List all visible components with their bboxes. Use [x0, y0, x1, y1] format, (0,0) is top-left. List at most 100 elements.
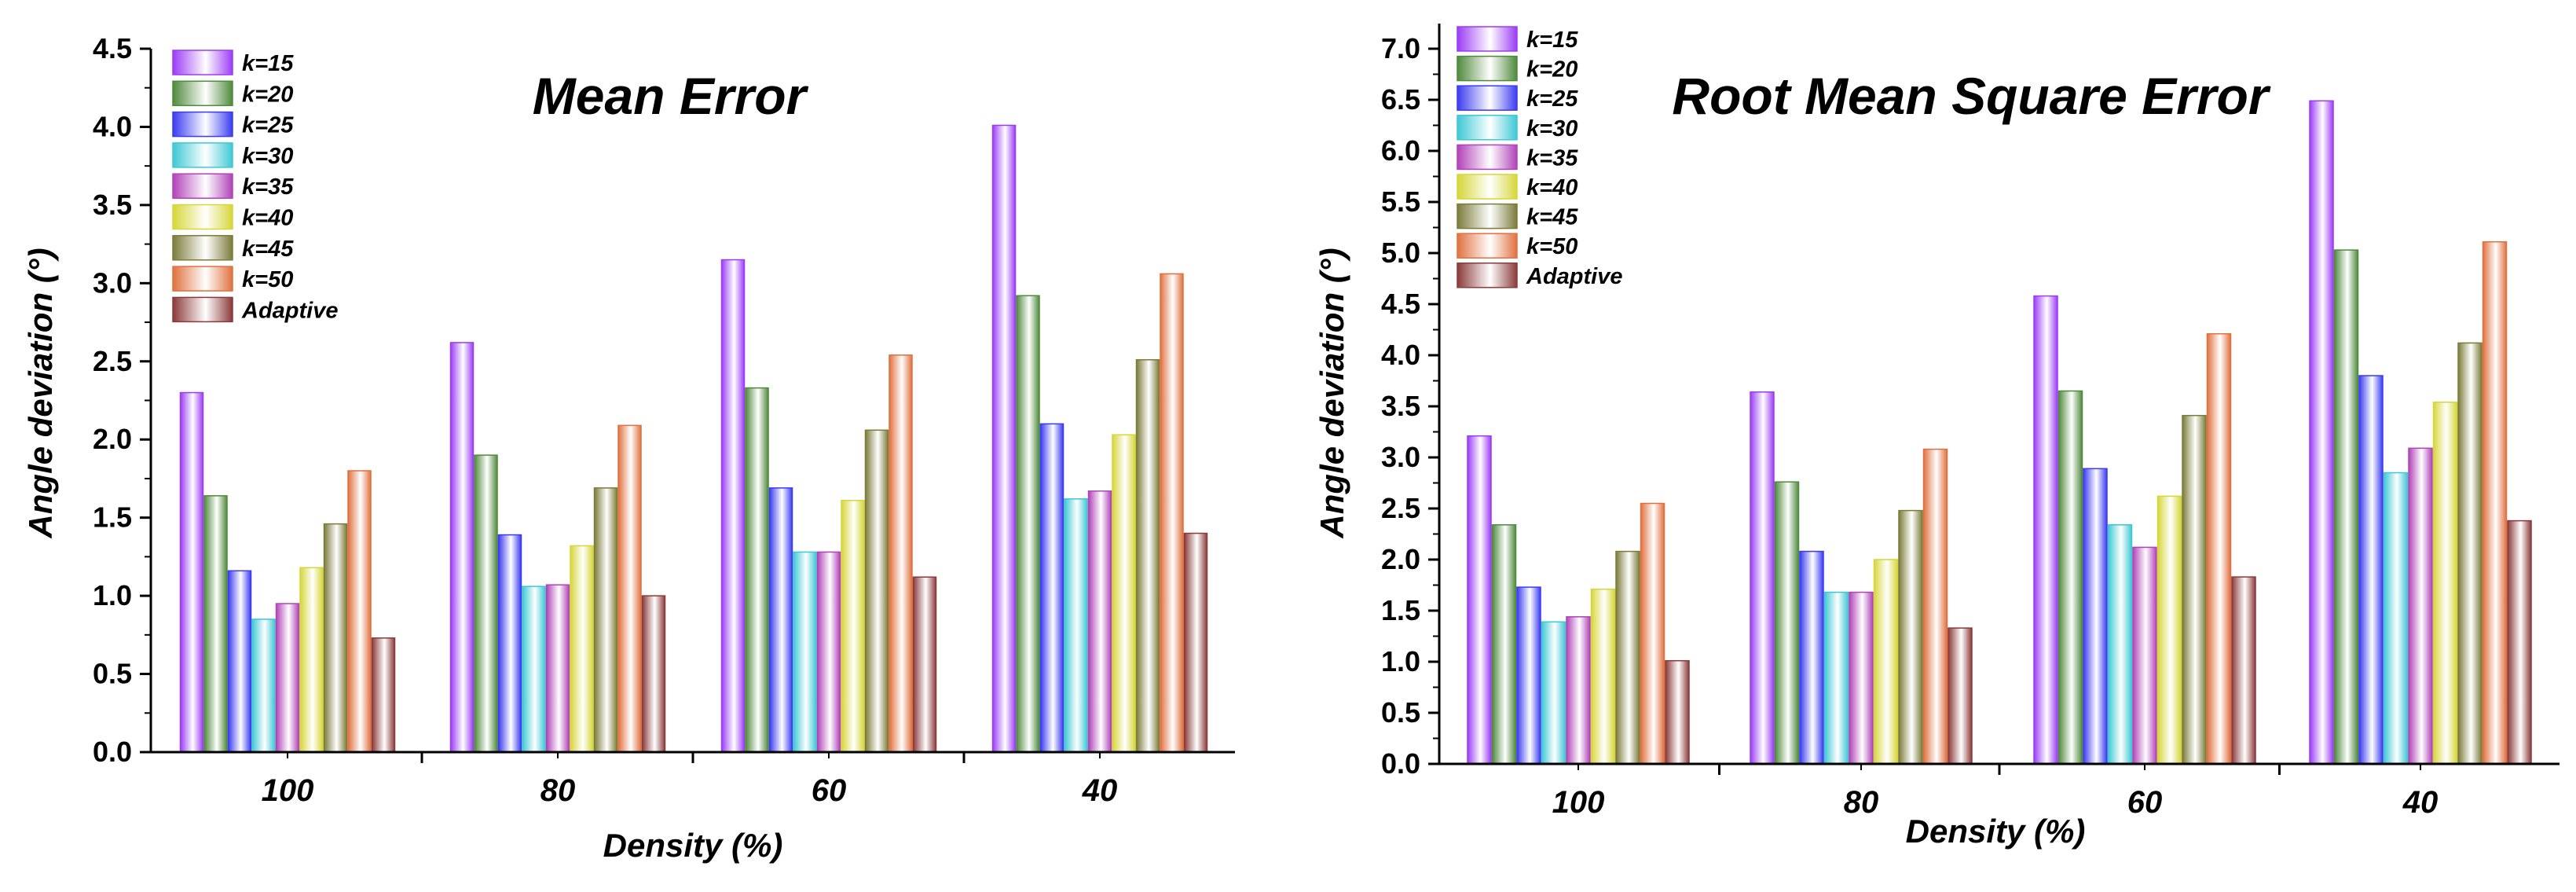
mean-error-bar-k-50-40 — [1160, 273, 1184, 753]
rmse-bar-k-35-80 — [1849, 591, 1874, 765]
rmse-legend-swatch-k-40 — [1457, 174, 1518, 200]
mean-error-bar-k-30-40 — [1064, 498, 1088, 753]
rmse-bar-k-35-100 — [1566, 616, 1591, 765]
rmse-legend-swatch-k-20 — [1457, 55, 1518, 82]
rmse-bar-adaptive-80 — [1948, 627, 1973, 765]
rmse-legend-swatch-k-45 — [1457, 203, 1518, 229]
mean-error-bar-k-20-40 — [1016, 295, 1040, 753]
mean-error-bar-k-50-80 — [617, 424, 642, 753]
mean-error-bar-k-35-80 — [545, 584, 570, 753]
mean-error-bar-k-35-40 — [1087, 490, 1112, 753]
rmse-bar-k-45-60 — [2182, 414, 2207, 765]
mean-error-legend-swatch-adaptive — [172, 296, 233, 323]
mean-error-bar-k-35-60 — [816, 551, 841, 753]
rmse-category-label: 100 — [1552, 785, 1605, 820]
rmse-legend-label-k-40: k=40 — [1526, 175, 1577, 200]
rmse-y-tick-label: 3.5 — [1381, 390, 1420, 422]
rmse-bar-k-40-60 — [2156, 495, 2182, 765]
rmse-chart: 0.0 0.5 1.0 1.5 2.0 2.5 3.0 3.5 4.0 4.5 5.0 5.5 6.0 6… — [1314, 24, 2560, 850]
mean-error-legend-label-k-15: k=15 — [242, 51, 294, 76]
rmse-legend-swatch-k-25 — [1457, 85, 1518, 111]
mean-error-bar-adaptive-100 — [371, 637, 396, 753]
mean-error-legend-swatch-k-30 — [172, 142, 233, 168]
rmse-bar-k-15-100 — [1467, 435, 1492, 765]
mean-error-category-label: 40 — [1082, 773, 1118, 808]
mean-error-category-label: 80 — [540, 773, 576, 808]
mean-error-bar-k-25-40 — [1039, 423, 1064, 753]
rmse-legend: k=15 k=20 k=25 k=30 k=35 k=40 k=45 k=50 Adaptive — [1457, 26, 1622, 289]
mean-error-bar-k-15-40 — [991, 124, 1017, 753]
rmse-bar-k-25-100 — [1516, 586, 1541, 765]
rmse-bar-k-40-40 — [2432, 402, 2458, 765]
rmse-y-tick-label: 3.0 — [1381, 441, 1420, 473]
mean-error-bar-k-30-80 — [522, 585, 546, 753]
rmse-bar-k-20-100 — [1491, 524, 1517, 765]
rmse-bar-k-50-100 — [1640, 502, 1665, 765]
rmse-bar-k-20-80 — [1774, 481, 1800, 765]
rmse-title: Root Mean Square Error — [1672, 67, 2270, 125]
mean-error-y-tick-label: 3.5 — [93, 189, 132, 221]
mean-error-legend-swatch-k-45 — [172, 235, 233, 261]
rmse-legend-label-k-50: k=50 — [1526, 234, 1577, 259]
rmse-bar-k-30-100 — [1541, 621, 1566, 765]
rmse-legend-swatch-k-15 — [1457, 26, 1518, 52]
mean-error-x-ticks: 100 80 60 40 — [262, 752, 1118, 808]
rmse-bar-k-25-80 — [1799, 550, 1824, 765]
rmse-bar-k-20-60 — [2058, 390, 2083, 765]
rmse-bar-k-35-40 — [2408, 447, 2433, 765]
rmse-legend-label-k-35: k=35 — [1526, 145, 1578, 171]
rmse-bar-k-20-40 — [2333, 249, 2359, 765]
rmse-bar-adaptive-100 — [1665, 659, 1690, 765]
rmse-category-label: 80 — [1844, 785, 1879, 820]
mean-error-bars — [179, 124, 1208, 753]
mean-error-y-tick-label: 4.5 — [93, 32, 132, 64]
mean-error-legend-swatch-k-15 — [172, 50, 233, 75]
mean-error-legend-label-adaptive: Adaptive — [241, 298, 338, 323]
rmse-legend-label-k-45: k=45 — [1526, 205, 1578, 230]
mean-error-bar-k-40-40 — [1112, 434, 1136, 753]
rmse-bar-adaptive-40 — [2507, 519, 2532, 765]
mean-error-legend-swatch-k-50 — [172, 266, 233, 292]
mean-error-bar-adaptive-60 — [912, 576, 937, 753]
mean-error-y-tick-label: 2.5 — [93, 345, 132, 377]
rmse-bar-k-50-40 — [2482, 240, 2508, 765]
mean-error-y-ticks: 0.0 0.5 1.0 1.5 2.0 2.5 3.0 3.5 4.0 4.5 — [93, 32, 151, 768]
rmse-legend-swatch-adaptive — [1457, 262, 1518, 288]
rmse-bar-k-45-40 — [2457, 342, 2483, 765]
rmse-bar-adaptive-60 — [2231, 576, 2256, 765]
rmse-y-tick-label: 1.0 — [1381, 645, 1420, 677]
mean-error-legend-label-k-40: k=40 — [242, 206, 293, 231]
mean-error-bar-k-25-60 — [768, 487, 793, 753]
rmse-category-label: 60 — [2127, 785, 2163, 820]
mean-error-category-label: 60 — [812, 773, 847, 808]
rmse-legend-label-adaptive: Adaptive — [1526, 264, 1622, 289]
rmse-legend-label-k-25: k=25 — [1526, 86, 1578, 112]
mean-error-bar-k-20-60 — [745, 387, 769, 753]
rmse-bar-k-25-60 — [2083, 468, 2108, 765]
rmse-y-tick-label: 2.0 — [1381, 543, 1420, 575]
rmse-bars — [1467, 100, 2532, 765]
rmse-y-tick-label: 0.5 — [1381, 696, 1420, 729]
rmse-y-ticks: 0.0 0.5 1.0 1.5 2.0 2.5 3.0 3.5 4.0 4.5 5.0 5.5 6.0 6… — [1381, 32, 1439, 780]
mean-error-x-axis-title: Density (%) — [603, 827, 783, 864]
mean-error-y-tick-label: 4.0 — [93, 110, 132, 142]
mean-error-bar-adaptive-80 — [641, 595, 666, 753]
rmse-legend-swatch-k-30 — [1457, 115, 1518, 141]
mean-error-bar-k-40-60 — [841, 500, 865, 753]
rmse-legend-swatch-k-35 — [1457, 144, 1518, 171]
mean-error-legend-swatch-k-20 — [172, 80, 233, 107]
mean-error-y-tick-label: 3.0 — [93, 266, 132, 299]
rmse-bar-k-15-60 — [2033, 295, 2058, 765]
mean-error-bar-k-50-60 — [889, 354, 913, 753]
mean-error-bar-k-45-80 — [593, 487, 618, 753]
rmse-y-tick-label: 4.0 — [1381, 339, 1420, 371]
mean-error-bar-k-45-60 — [864, 429, 889, 753]
rmse-y-tick-label: 2.5 — [1381, 492, 1420, 524]
rmse-bar-k-30-60 — [2107, 524, 2133, 765]
mean-error-chart: 0.0 0.5 1.0 1.5 2.0 2.5 3.0 3.5 4.0 4.5 100 80 60 40… — [22, 32, 1235, 864]
mean-error-legend-swatch-k-40 — [172, 204, 233, 230]
mean-error-bar-k-20-80 — [474, 454, 498, 753]
rmse-bar-k-50-80 — [1922, 448, 1948, 765]
mean-error-y-tick-label: 0.0 — [93, 736, 132, 768]
